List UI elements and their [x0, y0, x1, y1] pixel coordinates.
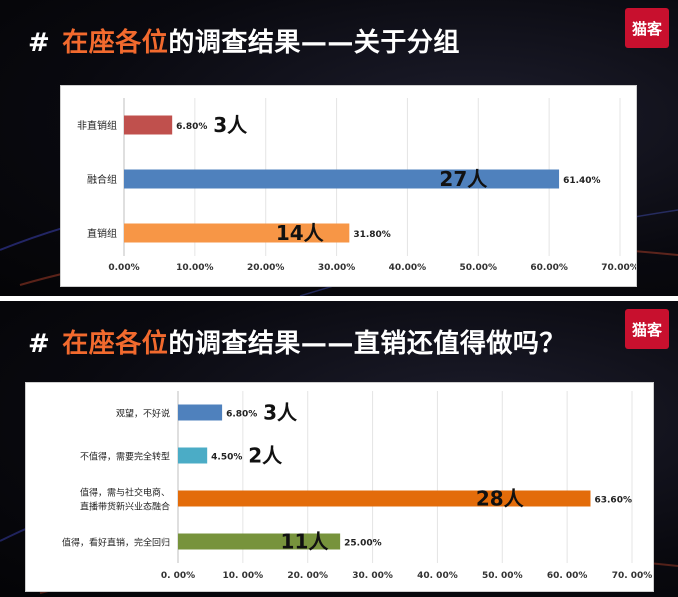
x-tick-label: 20. 00%	[287, 571, 328, 581]
category-label: 非直销组	[77, 119, 117, 132]
bar	[124, 169, 560, 189]
slide-grouping: # 在座各位的调查结果——关于分组 猫客 0.00% 10.00% 20.00% 30.…	[0, 0, 678, 296]
category-label: 直销组	[87, 227, 117, 240]
x-tick-label: 0. 00%	[161, 571, 195, 581]
x-tick-label: 0.00%	[108, 263, 139, 273]
title-highlight: 在座各位	[62, 329, 169, 359]
x-tick-label: 60.00%	[530, 263, 568, 273]
slide-direct-sales-worth: # 在座各位的调查结果——直销还值得做吗？ 猫客 0. 00% 10. 00% 20.…	[0, 301, 678, 597]
x-tick-label: 20.00%	[247, 263, 285, 273]
bar	[178, 404, 223, 421]
value-label: 25.00%	[344, 539, 382, 549]
title-highlight: 在座各位	[62, 28, 169, 58]
category-label: 值得，看好直销，完全回归	[62, 537, 170, 549]
bar	[178, 447, 208, 464]
count-label: 2人	[248, 444, 283, 468]
x-tick-label: 60. 00%	[547, 571, 588, 581]
slide-title: # 在座各位的调查结果——直销还值得做吗？	[28, 323, 566, 360]
title-rest: 的调查结果——关于分组	[168, 28, 460, 58]
x-tick-label: 70. 00%	[612, 571, 653, 581]
bar	[124, 115, 173, 135]
title-rest: 的调查结果——直销还值得做吗？	[168, 329, 566, 359]
slide-title: # 在座各位的调查结果——关于分组	[28, 22, 460, 59]
brand-logo: 猫客	[625, 309, 669, 349]
count-label: 3人	[263, 401, 298, 425]
count-label: 28人	[476, 487, 525, 511]
category-label: 值得，需与社交电商、	[80, 487, 170, 499]
slide-separator	[0, 296, 678, 301]
x-tick-label: 30.00%	[318, 263, 356, 273]
brand-logo: 猫客	[625, 8, 669, 48]
bar-chart-grouping: 0.00% 10.00% 20.00% 30.00% 40.00% 50.00% 60.00…	[77, 98, 636, 273]
value-label: 31.80%	[353, 230, 391, 240]
bar-chart-direct-sales: 0. 00% 10. 00% 20. 00% 30. 00% 40. 00% 50. 00…	[62, 391, 653, 581]
logo-text: 猫客	[631, 19, 662, 38]
bar	[178, 490, 591, 507]
category-label: 观望，不好说	[116, 408, 170, 420]
category-label: 不值得，需要完全转型	[80, 451, 170, 463]
title-hash: #	[28, 28, 51, 58]
count-label: 3人	[213, 113, 248, 137]
value-label: 63.60%	[594, 496, 632, 506]
x-tick-label: 50.00%	[460, 263, 498, 273]
count-label: 11人	[281, 530, 330, 554]
x-tick-label: 30. 00%	[352, 571, 393, 581]
x-tick-label: 10. 00%	[223, 571, 264, 581]
title-hash: #	[28, 329, 51, 359]
x-tick-label: 40. 00%	[417, 571, 458, 581]
count-label: 14人	[276, 221, 325, 245]
chart-panel: 0. 00% 10. 00% 20. 00% 30. 00% 40. 00% 50. 00…	[25, 382, 654, 592]
x-tick-label: 50. 00%	[482, 571, 523, 581]
value-label: 6.80%	[226, 410, 257, 420]
category-label: 直播带货新兴业态融合	[80, 501, 170, 513]
bar	[124, 223, 350, 243]
x-tick-label: 40.00%	[389, 263, 427, 273]
category-label: 融合组	[87, 173, 117, 186]
value-label: 6.80%	[176, 122, 207, 132]
x-tick-label: 70.00%	[601, 263, 636, 273]
logo-text: 猫客	[631, 320, 662, 339]
value-label: 61.40%	[563, 176, 601, 186]
bar	[178, 533, 341, 550]
chart-panel: 0.00% 10.00% 20.00% 30.00% 40.00% 50.00% 60.00…	[60, 85, 637, 287]
value-label: 4.50%	[211, 453, 242, 463]
count-label: 27人	[439, 167, 488, 191]
x-tick-label: 10.00%	[176, 263, 214, 273]
